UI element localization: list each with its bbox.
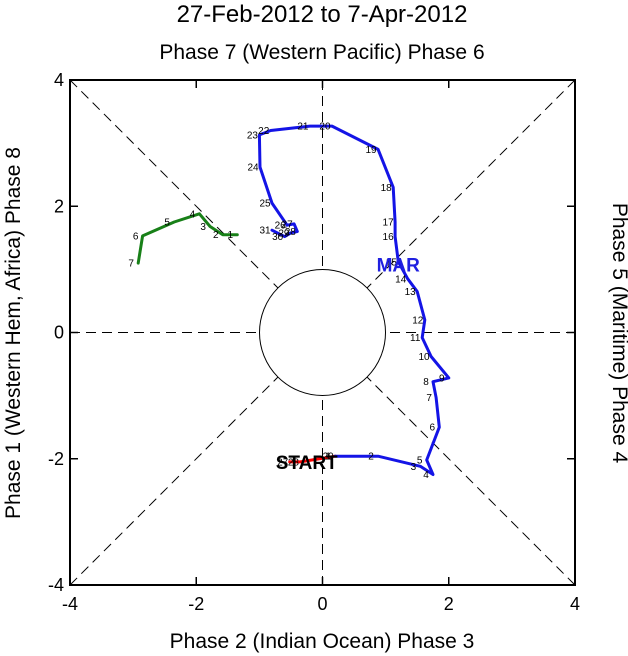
series-line-feb <box>288 454 337 464</box>
day-label-mar: 17 <box>383 218 395 229</box>
day-label-mar: 8 <box>423 377 429 388</box>
plot-frame <box>69 79 576 586</box>
day-label-mar: 22 <box>258 126 270 137</box>
day-label-apr: 2 <box>213 230 219 241</box>
day-label-mar: 23 <box>247 130 259 141</box>
y-tick-label: 2 <box>54 196 64 216</box>
day-label-mar: 18 <box>381 183 393 194</box>
series-lines <box>136 124 451 476</box>
x-tick-label: 4 <box>570 594 580 614</box>
top-phase-label: Phase 7 (Western Pacific) Phase 6 <box>159 41 484 64</box>
day-label-mar: 19 <box>365 145 377 156</box>
day-label-apr: 7 <box>128 259 134 270</box>
x-tick-label: 0 <box>317 594 327 614</box>
day-label-mar: 25 <box>259 199 271 210</box>
day-label-feb: 27 <box>277 457 289 468</box>
bottom-phase-label: Phase 2 (Indian Ocean) Phase 3 <box>170 630 475 653</box>
day-label-mar: 10 <box>419 352 431 363</box>
day-label-apr: 4 <box>190 209 196 220</box>
day-label-mar: 27 <box>282 219 294 230</box>
series-line-apr <box>136 212 239 265</box>
day-label-mar: 2 <box>368 452 374 463</box>
day-label-mar: 11 <box>410 333 421 344</box>
day-label-mar: 7 <box>426 393 432 404</box>
day-label-mar: 9 <box>439 373 445 384</box>
day-label-apr: 3 <box>200 222 206 233</box>
day-label-mar: 26 <box>275 221 287 232</box>
day-label-apr: 5 <box>164 218 170 229</box>
day-label-mar: 24 <box>247 163 259 174</box>
y-tick-label: 4 <box>54 70 64 90</box>
day-label-apr: 1 <box>228 230 234 241</box>
series-line-mar <box>257 124 451 476</box>
x-tick-label: -2 <box>188 594 204 614</box>
annotations: START MAR <box>276 255 420 474</box>
right-phase-label: Phase 5 (Maritime) Phase 4 <box>608 203 628 464</box>
day-label-mar: 16 <box>383 232 395 243</box>
day-label-mar: 3 <box>411 462 417 473</box>
amplitude-one-circle <box>259 269 386 396</box>
day-label-feb: 29 <box>323 452 335 463</box>
y-tick-label: -2 <box>48 449 64 469</box>
x-tick-label: 2 <box>444 594 454 614</box>
day-label-mar: 20 <box>319 122 331 133</box>
day-label-mar: 14 <box>395 274 407 285</box>
day-label-mar: 6 <box>430 423 436 434</box>
y-tick-label: -4 <box>48 575 64 595</box>
chart-title: 27-Feb-2012 to 7-Apr-2012 <box>177 1 468 28</box>
left-phase-label: Phase 1 (Western Hem, Africa) Phase 8 <box>2 147 25 519</box>
day-label-mar: 12 <box>412 315 424 326</box>
day-label-mar: 15 <box>386 257 398 268</box>
day-label-mar: 28 <box>285 227 297 238</box>
day-label-mar: 31 <box>259 226 271 237</box>
day-label-mar: 13 <box>405 287 417 298</box>
annotation-start: START <box>276 453 338 474</box>
annotation-mar: MAR <box>377 255 421 276</box>
day-label-mar: 30 <box>272 232 284 243</box>
day-label-mar: 5 <box>417 456 423 467</box>
day-label-apr: 6 <box>133 231 139 242</box>
day-label-mar: 4 <box>423 470 429 481</box>
day-label-feb: 28 <box>288 457 300 468</box>
x-tick-label: -4 <box>62 594 78 614</box>
day-label-mar: 21 <box>297 122 309 133</box>
y-tick-label: 0 <box>54 323 64 343</box>
day-label-mar: 1 <box>325 452 331 463</box>
day-label-mar: 29 <box>278 228 290 239</box>
